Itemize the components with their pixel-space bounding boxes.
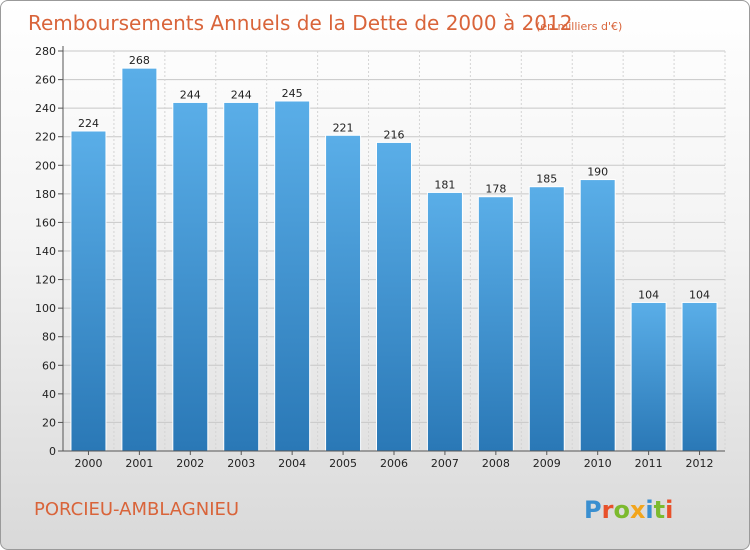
x-tick-label: 2002 [176,457,204,470]
bar-value-label: 104 [638,288,659,301]
y-tick-label: 200 [35,159,56,172]
y-tick-label: 20 [42,416,56,429]
x-tick-label: 2004 [278,457,306,470]
city-name: PORCIEU-AMBLAGNIEU [34,499,239,520]
bar [376,141,412,452]
bar [426,191,463,452]
x-tick-label: 2009 [533,457,561,470]
y-tick-label: 120 [35,274,56,287]
y-tick-label: 140 [35,245,56,258]
x-tick-label: 2001 [125,457,153,470]
y-tick-label: 40 [42,388,56,401]
x-tick-label: 2010 [584,457,612,470]
bar [325,134,362,452]
bar-value-label: 104 [689,288,710,301]
y-tick-label: 60 [42,359,56,372]
x-tick-label: 2006 [380,457,408,470]
x-axis: 2000 2001 2002 2003 2004 2005 2006 2007 2008 2009… [63,450,725,470]
x-tick-label: 2007 [431,457,459,470]
bars: 224 268 244 244 245 221 216 181 178 185 190 104 104 [70,54,718,452]
bar [274,100,311,452]
x-tick-label: 2011 [635,457,663,470]
y-tick-label: 180 [35,188,56,201]
chart-unit: (en milliers d'€) [536,20,622,33]
bar [477,196,514,452]
bar-value-label: 216 [384,128,405,141]
y-tick-label: 160 [35,216,56,229]
bar [70,130,107,452]
chart-title: Remboursements Annuels de la Dette de 20… [28,11,572,35]
y-tick-label: 0 [49,445,56,458]
x-tick-label: 2012 [686,457,714,470]
bar-value-label: 190 [587,166,608,179]
bar [223,101,260,452]
bar-value-label: 224 [78,117,99,130]
bar [528,186,565,452]
bar-value-label: 244 [231,88,252,101]
bar [630,301,667,452]
proxiti-logo: Proxiti [584,496,673,524]
bar-value-label: 268 [129,54,150,67]
bar-value-label: 244 [180,88,201,101]
bar [172,101,209,452]
bar-value-label: 221 [333,121,354,134]
x-tick-label: 2000 [74,457,102,470]
bar-value-label: 181 [434,178,455,191]
y-tick-label: 280 [35,45,56,58]
proxiti-logo-text: Proxiti [584,496,673,524]
bar-value-label: 245 [282,87,303,100]
y-tick-label: 80 [42,331,56,344]
bar [121,67,158,452]
y-tick-label: 240 [35,102,56,115]
y-tick-label: 260 [35,74,56,87]
y-tick-label: 220 [35,131,56,144]
y-axis: 0 20 40 60 80 100 120 140 160 180 200 220 240 260 280 [35,45,64,458]
x-tick-label: 2008 [482,457,510,470]
y-tick-label: 100 [35,302,56,315]
x-tick-label: 2003 [227,457,255,470]
bar-value-label: 178 [485,183,506,196]
bar [579,179,616,452]
bar-value-label: 185 [536,173,557,186]
bar [681,301,718,452]
x-tick-label: 2005 [329,457,357,470]
